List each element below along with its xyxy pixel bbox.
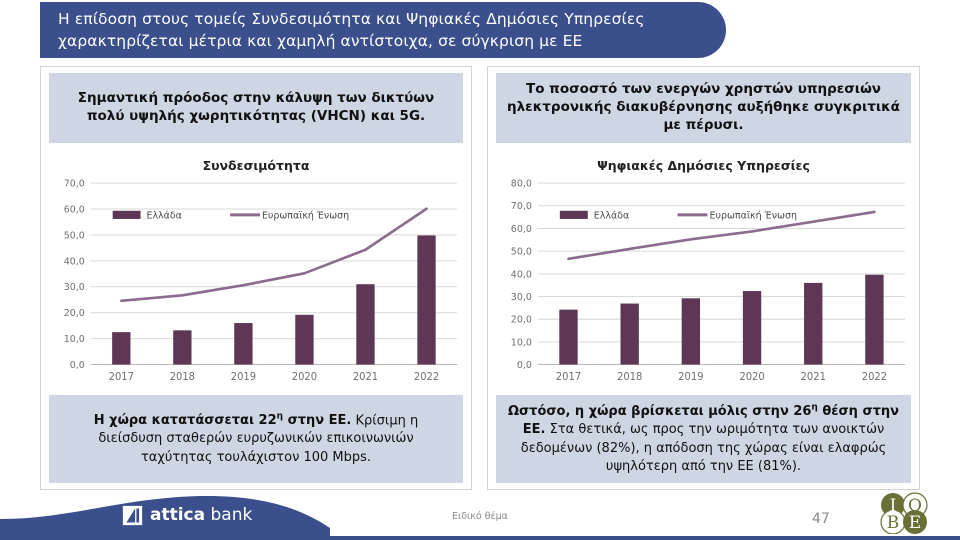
svg-text:Ευρωπαϊκή Ένωση: Ευρωπαϊκή Ένωση xyxy=(709,210,796,221)
footer-divider xyxy=(0,536,960,540)
svg-text:2022: 2022 xyxy=(862,372,887,383)
digital-services-footnote-box: Ωστόσο, η χώρα βρίσκεται μόλις στην 26η … xyxy=(496,395,911,483)
svg-text:2017: 2017 xyxy=(556,372,581,383)
digital-services-headline-box: Το ποσοστό των ενεργών χρηστών υπηρεσιών… xyxy=(496,73,911,143)
svg-text:2018: 2018 xyxy=(170,372,195,383)
attica-bank-logo: attica bank xyxy=(122,505,252,526)
svg-text:50,0: 50,0 xyxy=(64,230,85,241)
svg-text:E: E xyxy=(909,513,921,533)
svg-text:50,0: 50,0 xyxy=(511,247,532,258)
connectivity-chart: Συνδεσιμότητα 0,0 10,0 20,0 30,0 40,0 50,0 60,… xyxy=(47,151,465,389)
svg-text:30,0: 30,0 xyxy=(511,292,532,303)
connectivity-plot-area: 0,0 10,0 20,0 30,0 40,0 50,0 60,0 70,0 2017 2018 2… xyxy=(47,177,465,389)
svg-text:10,0: 10,0 xyxy=(511,337,532,348)
connectivity-footnote: Η χώρα κατατάσσεται 22η στην ΕΕ. Κρίσιμη… xyxy=(61,411,451,468)
svg-text:0,0: 0,0 xyxy=(70,360,85,371)
svg-text:2020: 2020 xyxy=(292,372,317,383)
attica-bank-name-bold: attica xyxy=(150,505,206,525)
digital-services-footnote-rank-pre: Ωστόσο, η χώρα βρίσκεται μόλις στην 26 xyxy=(508,403,812,419)
attica-bank-wordmark: attica bank xyxy=(150,505,252,526)
svg-text:20,0: 20,0 xyxy=(64,308,85,319)
svg-text:2022: 2022 xyxy=(414,372,439,383)
attica-bank-mark-icon xyxy=(122,505,143,526)
connectivity-footnote-rank-pre: Η χώρα κατατάσσεται 22 xyxy=(93,412,277,428)
digital-services-footnote-rank-post: θέση στην ΕΕ. xyxy=(522,403,899,438)
page-title: Η επίδοση στους τομείς Συνδεσιμότητα και… xyxy=(58,10,645,50)
digital-services-plot-area: 0,0 10,0 20,0 30,0 40,0 50,0 60,0 70,0 80,0 2017 2… xyxy=(494,177,913,389)
digital-services-footnote-rest: Στα θετικά, ως προς την ωριμότητα των αν… xyxy=(520,422,887,475)
svg-text:2021: 2021 xyxy=(353,372,378,383)
svg-text:70,0: 70,0 xyxy=(511,201,532,212)
connectivity-footnote-rest: Κρίσιμη η διείσδυση σταθερών ευρυζωνικών… xyxy=(98,412,419,465)
iobe-logo-icon: I O B E xyxy=(880,492,928,534)
svg-text:10,0: 10,0 xyxy=(64,334,85,345)
digital-services-footnote-rank-sup: η xyxy=(811,402,818,413)
connectivity-footnote-rank-sup: η xyxy=(276,411,284,422)
svg-text:2020: 2020 xyxy=(739,372,764,383)
connectivity-card: Σημαντική πρόοδος στην κάλυψη των δικτύω… xyxy=(40,66,472,490)
svg-text:Ελλάδα: Ελλάδα xyxy=(594,210,630,221)
svg-text:20,0: 20,0 xyxy=(511,315,532,326)
svg-text:80,0: 80,0 xyxy=(511,178,532,189)
svg-text:30,0: 30,0 xyxy=(64,282,85,293)
footer-page-number: 47 xyxy=(812,511,830,527)
slide-footer: attica bank Ειδικό θέμα 47 I O B E xyxy=(0,488,960,540)
digital-services-headline: Το ποσοστό των ενεργών χρηστών υπηρεσιών… xyxy=(507,81,900,133)
connectivity-footnote-rank-post: στην ΕΕ. xyxy=(283,412,352,428)
svg-text:60,0: 60,0 xyxy=(511,224,532,235)
svg-text:Ελλάδα: Ελλάδα xyxy=(147,210,182,221)
connectivity-headline-box: Σημαντική πρόοδος στην κάλυψη των δικτύω… xyxy=(49,73,463,143)
svg-text:B: B xyxy=(887,513,900,533)
connectivity-footnote-box: Η χώρα κατατάσσεται 22η στην ΕΕ. Κρίσιμη… xyxy=(49,395,463,483)
svg-text:2017: 2017 xyxy=(109,372,134,383)
svg-text:2019: 2019 xyxy=(231,372,256,383)
svg-text:0,0: 0,0 xyxy=(517,360,532,371)
digital-services-card: Το ποσοστό των ενεργών χρηστών υπηρεσιών… xyxy=(487,66,920,490)
svg-text:70,0: 70,0 xyxy=(64,178,85,189)
digital-services-footnote: Ωστόσο, η χώρα βρίσκεται μόλις στην 26η … xyxy=(508,401,899,476)
connectivity-headline: Σημαντική πρόοδος στην κάλυψη των δικτύω… xyxy=(77,90,435,124)
svg-text:2021: 2021 xyxy=(801,372,826,383)
svg-text:Ευρωπαϊκή Ένωση: Ευρωπαϊκή Ένωση xyxy=(262,210,349,221)
svg-text:O: O xyxy=(908,496,922,516)
svg-text:60,0: 60,0 xyxy=(64,204,85,215)
svg-text:2018: 2018 xyxy=(617,372,642,383)
svg-text:40,0: 40,0 xyxy=(64,256,85,267)
svg-text:2019: 2019 xyxy=(678,372,703,383)
attica-footer-wave xyxy=(0,495,330,540)
svg-text:I: I xyxy=(890,496,897,516)
footer-section-label: Ειδικό θέμα xyxy=(452,511,508,522)
digital-services-chart-title: Ψηφιακές Δημόσιες Υπηρεσίες xyxy=(597,158,810,173)
connectivity-chart-title: Συνδεσιμότητα xyxy=(202,158,310,173)
digital-services-chart: Ψηφιακές Δημόσιες Υπηρεσίες 0,0 10,0 20,0 3… xyxy=(494,151,913,389)
attica-bank-name-light: bank xyxy=(210,505,253,525)
slide-title-banner: Η επίδοση στους τομείς Συνδεσιμότητα και… xyxy=(40,2,726,58)
svg-text:40,0: 40,0 xyxy=(511,269,532,280)
